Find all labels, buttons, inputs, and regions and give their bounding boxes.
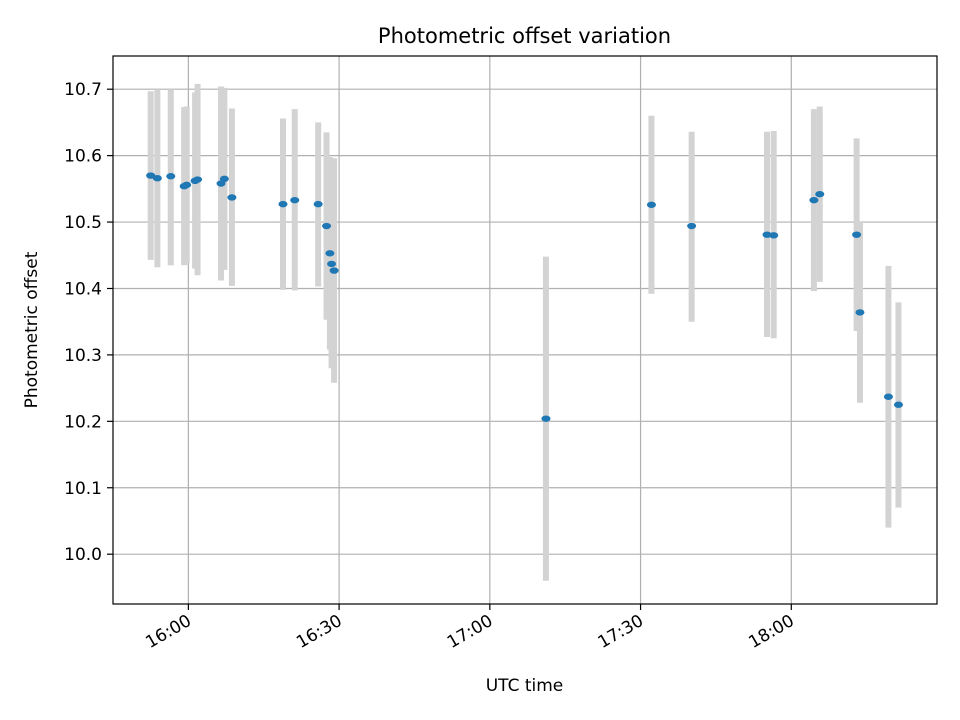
data-point bbox=[182, 181, 192, 189]
data-point bbox=[541, 415, 551, 422]
x-tick-label: 16:00 bbox=[142, 611, 194, 653]
data-point bbox=[193, 176, 203, 183]
data-point bbox=[769, 232, 779, 239]
y-tick-label: 10.4 bbox=[64, 279, 102, 299]
data-point bbox=[815, 190, 825, 198]
x-tick-label: 18:00 bbox=[745, 611, 797, 653]
data-point bbox=[327, 260, 337, 268]
y-tick-label: 10.7 bbox=[64, 80, 102, 100]
chart-title: Photometric offset variation bbox=[378, 24, 671, 48]
data-point bbox=[146, 172, 156, 179]
grid-lines bbox=[113, 56, 937, 604]
y-tick-label: 10.1 bbox=[64, 479, 102, 499]
x-axis-label: UTC time bbox=[486, 676, 564, 696]
y-tick-label: 10.0 bbox=[64, 545, 102, 565]
x-tick-label: 16:30 bbox=[293, 611, 345, 653]
x-tick-label: 17:00 bbox=[444, 611, 496, 653]
data-point bbox=[687, 222, 697, 230]
data-point bbox=[893, 401, 903, 408]
data-point bbox=[855, 309, 865, 316]
y-tick-label: 10.5 bbox=[64, 213, 102, 233]
data-point bbox=[313, 200, 323, 208]
data-point bbox=[166, 173, 176, 180]
data-point bbox=[762, 231, 772, 238]
data-point bbox=[227, 194, 237, 201]
data-point bbox=[852, 231, 862, 238]
y-tick-label: 10.6 bbox=[64, 147, 102, 167]
data-point bbox=[290, 196, 300, 204]
x-axis-ticks: 16:00 16:30 17:00 17:30 18:00 bbox=[142, 604, 798, 653]
y-axis-label: Photometric offset bbox=[22, 251, 42, 408]
y-axis-ticks: 10.0 10.1 10.2 10.3 10.4 10.5 10.6 10.7 bbox=[64, 80, 113, 565]
error-bars bbox=[147, 83, 902, 581]
data-point bbox=[809, 196, 819, 204]
data-point bbox=[152, 175, 162, 182]
data-point bbox=[322, 222, 332, 230]
data-point bbox=[883, 393, 893, 400]
x-tick-label: 17:30 bbox=[595, 611, 647, 653]
y-tick-label: 10.3 bbox=[64, 346, 102, 366]
data-point bbox=[278, 200, 288, 208]
data-point bbox=[219, 175, 229, 183]
y-tick-label: 10.2 bbox=[64, 412, 102, 432]
data-point bbox=[325, 250, 335, 257]
data-point bbox=[329, 267, 339, 274]
plot-frame bbox=[112, 55, 938, 605]
data-point bbox=[646, 201, 656, 208]
data-points bbox=[146, 172, 903, 422]
